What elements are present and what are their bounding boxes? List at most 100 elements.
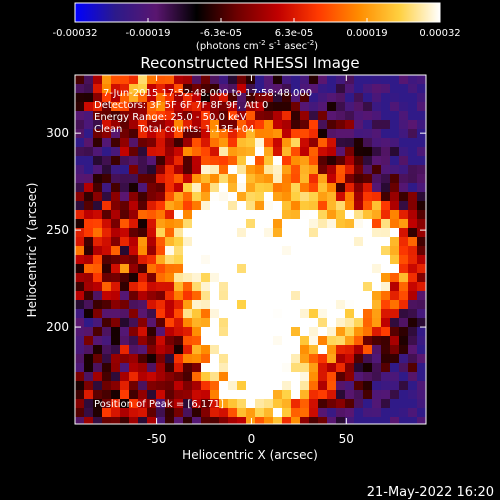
heatmap-cell [264,291,274,301]
heatmap-cell [408,318,418,328]
heatmap-cell [237,165,247,175]
heatmap-cell [174,210,184,220]
heatmap-cell [300,93,310,103]
heatmap-cell [345,372,355,382]
heatmap-cell [156,363,166,373]
heatmap-cell [282,156,292,166]
heatmap-cell [246,381,256,391]
heatmap-cell [381,102,391,112]
heatmap-cell [93,300,103,310]
heatmap-cell [399,390,409,400]
heatmap-cell [156,273,166,283]
heatmap-cell [75,345,85,355]
heatmap-cell [390,219,400,229]
heatmap-cell [75,75,85,85]
heatmap-cell [291,219,301,229]
heatmap-cell [210,300,220,310]
heatmap-cell [399,183,409,193]
heatmap-cell [201,165,211,175]
heatmap-cell [129,327,139,337]
heatmap-cell [417,219,426,229]
heatmap-cell [291,327,301,337]
heatmap-cell [273,264,283,274]
heatmap-cell [363,327,373,337]
heatmap-cell [399,174,409,184]
heatmap-cell [309,381,319,391]
heatmap-cell [363,417,373,424]
heatmap-cell [345,255,355,265]
heatmap-cell [165,228,175,238]
heatmap-cell [138,156,148,166]
heatmap-cell [147,354,157,364]
heatmap-cell [138,273,148,283]
heatmap-cell [336,192,346,202]
heatmap-cell [264,255,274,265]
heatmap-cell [300,165,310,175]
heatmap-cell [174,201,184,211]
heatmap-cell [291,399,301,409]
heatmap-cell [255,174,265,184]
heatmap-cell [318,93,328,103]
heatmap-cell [219,165,229,175]
heatmap-cell [336,345,346,355]
heatmap-cell [156,264,166,274]
heatmap-cell [273,192,283,202]
heatmap-cell [291,201,301,211]
heatmap-cell [417,417,426,424]
heatmap-cell [174,93,184,103]
heatmap-cell [210,183,220,193]
heatmap-cell [183,111,193,121]
heatmap-cell [228,201,238,211]
heatmap-cell [93,84,103,94]
heatmap-cell [120,345,130,355]
heatmap-cell [75,300,85,310]
heatmap-cell [174,84,184,94]
heatmap-cell [246,273,256,283]
heatmap-cell [111,399,121,409]
heatmap-cell [327,318,337,328]
heatmap-cell [363,84,373,94]
heatmap-cell [174,327,184,337]
heatmap-cell [183,156,193,166]
heatmap-cell [408,363,418,373]
heatmap-cell [354,102,364,112]
heatmap-cell [246,192,256,202]
heatmap-cell [192,345,202,355]
heatmap-cell [345,399,355,409]
heatmap-cell [318,237,328,247]
heatmap-cell [93,102,103,112]
heatmap-cell [120,138,130,148]
heatmap-cell [147,129,157,139]
heatmap-cell [273,345,283,355]
heatmap-cell [219,282,229,292]
heatmap-cell [237,372,247,382]
heatmap-cell [309,93,319,103]
heatmap-cell [291,372,301,382]
heatmap-cell [147,291,157,301]
heatmap-cell [102,264,112,274]
heatmap-cell [102,399,112,409]
heatmap-cell [381,363,391,373]
heatmap-cell [264,300,274,310]
heatmap-cell [210,372,220,382]
heatmap-cell [291,174,301,184]
heatmap-cell [165,84,175,94]
heatmap-cell [291,138,301,148]
heatmap-cell [408,147,418,157]
heatmap-cell [210,264,220,274]
heatmap-cell [381,129,391,139]
heatmap-cell [255,138,265,148]
heatmap-cell [165,138,175,148]
heatmap-cell [318,408,328,418]
heatmap-cell [300,183,310,193]
heatmap-cell [228,102,238,112]
heatmap-cell [102,183,112,193]
heatmap-cell [300,300,310,310]
heatmap-cell [165,282,175,292]
heatmap-cell [345,327,355,337]
heatmap-cell [390,417,400,424]
heatmap-cell [282,291,292,301]
heatmap-cell [210,147,220,157]
heatmap-cell [174,246,184,256]
heatmap-cell [417,291,426,301]
